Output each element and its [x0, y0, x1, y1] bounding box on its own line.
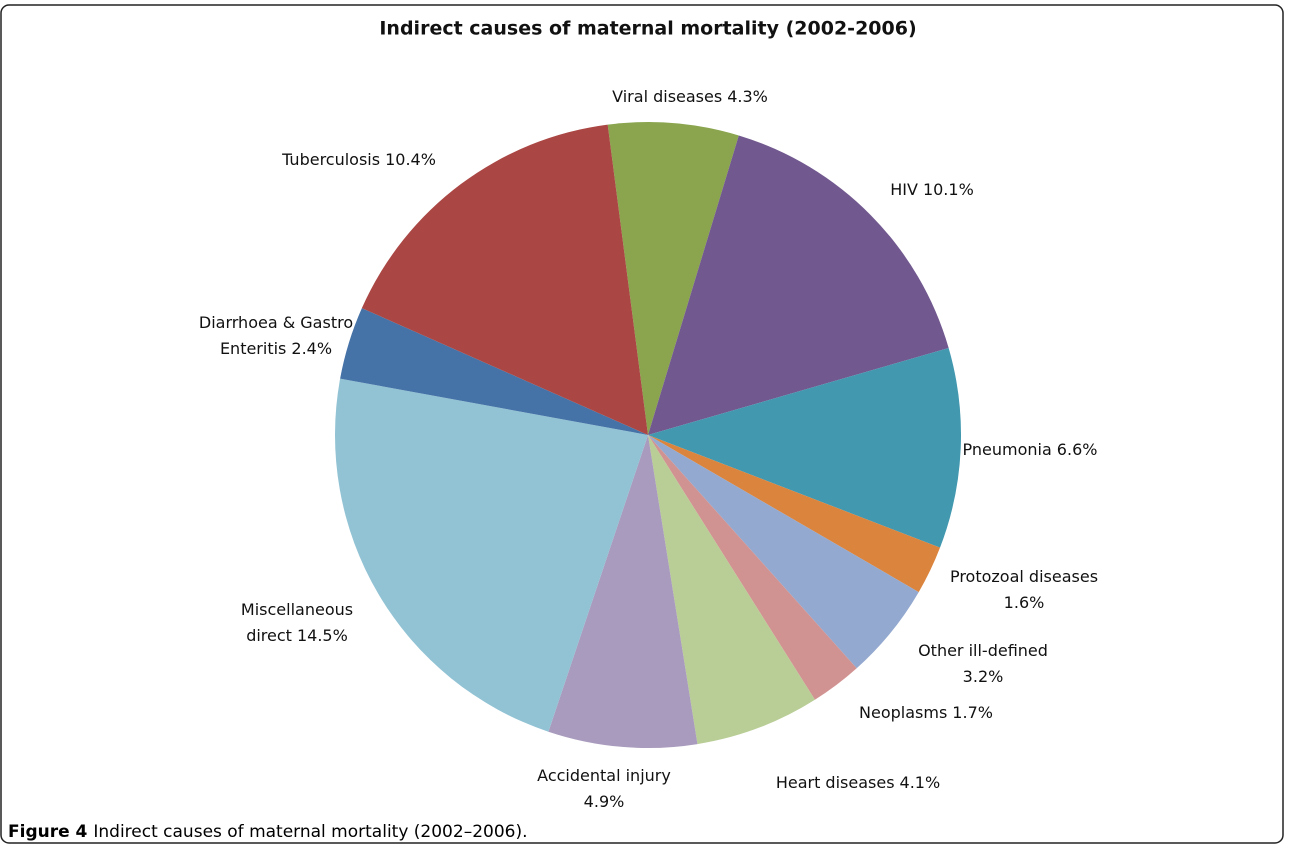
value-label: 4.9%	[584, 792, 625, 811]
pie-slice	[648, 435, 857, 700]
category-name: HIV	[890, 180, 918, 199]
category-name: Heart diseases	[776, 773, 895, 792]
slice-label: Tuberculosis 10.4%	[281, 150, 436, 169]
pie-slice	[361, 124, 648, 435]
chart-frame	[0, 4, 1284, 844]
slice-label: Other ill-defined 3.2%	[918, 641, 1048, 686]
caption: Figure 4 Indirect causes of maternal mort…	[8, 822, 528, 842]
value-label: 10.4%	[385, 150, 436, 169]
value-label: 4.1%	[900, 773, 941, 792]
category-name: Neoplasms	[859, 703, 947, 722]
category-name: Tuberculosis	[281, 150, 380, 169]
value-label: 6.6%	[1057, 440, 1098, 459]
category-name: direct	[246, 626, 292, 645]
pie-slice	[648, 347, 961, 548]
value-label: 14.5%	[297, 626, 348, 645]
pie-slice	[648, 435, 815, 745]
value-label: 1.6%	[1004, 593, 1045, 612]
slice-label: Heart diseases 4.1%	[776, 773, 940, 792]
slice-label: Miscellaneous direct 14.5%	[241, 600, 353, 645]
value-label: 3.2%	[963, 667, 1004, 686]
category-name: Accidental injury	[537, 766, 671, 785]
category-name: Miscellaneous	[241, 600, 353, 619]
pie-slice	[648, 135, 949, 435]
category-name: Pneumonia	[963, 440, 1052, 459]
slice-label: Pneumonia 6.6%	[963, 440, 1098, 459]
slice-label: Neoplasms 1.7%	[859, 703, 993, 722]
value-label: 10.1%	[923, 180, 974, 199]
pie-slice	[648, 435, 941, 593]
category-name: Viral diseases	[612, 87, 722, 106]
pie-slice	[648, 435, 919, 669]
slice-label: Viral diseases 4.3%	[612, 87, 768, 106]
category-name: Diarrhoea & Gastro	[199, 313, 353, 332]
value-label: 4.3%	[727, 87, 768, 106]
pie-slice	[607, 122, 739, 436]
caption-text: Indirect causes of maternal mortality (2…	[93, 822, 527, 842]
caption-label: Figure 4	[8, 822, 88, 842]
chart-title: Indirect causes of maternal mortality (2…	[379, 18, 916, 40]
slice-label: Diarrhoea & Gastro Enteritis 2.4%	[199, 313, 353, 358]
pie-slice	[340, 308, 648, 435]
value-label: 1.7%	[952, 703, 993, 722]
slice-label: Accidental injury 4.9%	[537, 766, 671, 811]
category-name: Other ill-defined	[918, 641, 1048, 660]
pie-slice	[334, 378, 648, 732]
pie-slice	[548, 435, 698, 748]
slice-label: Protozoal diseases 1.6%	[950, 567, 1098, 612]
category-name: Enteritis	[220, 339, 286, 358]
slice-label: HIV 10.1%	[890, 180, 974, 199]
value-label: 2.4%	[291, 339, 332, 358]
category-name: Protozoal diseases	[950, 567, 1098, 586]
